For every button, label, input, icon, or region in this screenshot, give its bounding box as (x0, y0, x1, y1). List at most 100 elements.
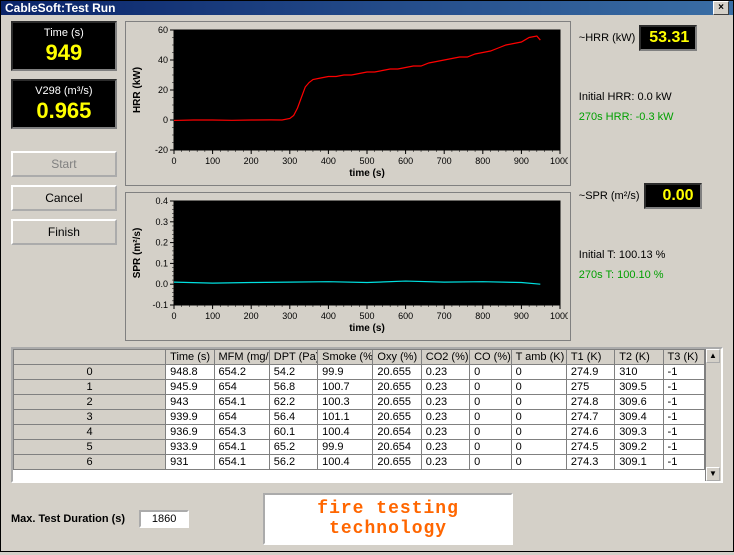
table-row[interactable]: 0948.8654.254.299.920.6550.2300274.9310-… (14, 365, 705, 380)
svg-text:-0.1: -0.1 (152, 300, 168, 310)
table-cell: 0.23 (421, 380, 469, 395)
svg-text:700: 700 (436, 156, 451, 166)
table-cell: 0 (511, 425, 566, 440)
table-cell: 0 (470, 425, 511, 440)
table-cell: 274.3 (566, 455, 614, 470)
vertical-scrollbar[interactable]: ▲ ▼ (705, 349, 721, 481)
table-cell: 654.1 (214, 440, 269, 455)
table-cell: 20.655 (373, 380, 421, 395)
table-cell: 274.7 (566, 410, 614, 425)
table-col-header[interactable]: CO (%) (470, 350, 511, 365)
svg-text:0.4: 0.4 (155, 196, 168, 206)
table-row-header: 3 (14, 410, 166, 425)
table-col-header[interactable]: DPT (Pa) (269, 350, 317, 365)
table-cell: 20.655 (373, 410, 421, 425)
table-cell: 56.4 (269, 410, 317, 425)
svg-text:900: 900 (514, 311, 529, 321)
table-row[interactable]: 2943654.162.2100.320.6550.2300274.8309.6… (14, 395, 705, 410)
titlebar[interactable]: CableSoft:Test Run × (1, 1, 733, 15)
table-cell: 0 (470, 410, 511, 425)
table-row[interactable]: 3939.965456.4101.120.6550.2300274.7309.4… (14, 410, 705, 425)
table-col-header[interactable]: Oxy (%) (373, 350, 421, 365)
initial-hrr-text: Initial HRR: 0.0 kW (579, 91, 723, 103)
svg-text:400: 400 (321, 311, 336, 321)
table-cell: 100.4 (318, 455, 373, 470)
table-cell: 948.8 (166, 365, 214, 380)
svg-text:0: 0 (171, 156, 176, 166)
table-cell: -1 (663, 425, 704, 440)
table-cell: 99.9 (318, 365, 373, 380)
table-cell: 274.6 (566, 425, 614, 440)
table-cell: 0.23 (421, 440, 469, 455)
v298-display: V298 (m³/s) 0.965 (11, 79, 117, 129)
table-col-header[interactable]: T1 (K) (566, 350, 614, 365)
svg-text:600: 600 (398, 156, 413, 166)
table-cell: 654.3 (214, 425, 269, 440)
table-row[interactable]: 1945.965456.8100.720.6550.2300275309.5-1 (14, 380, 705, 395)
scroll-up-icon[interactable]: ▲ (706, 349, 720, 363)
svg-text:300: 300 (282, 311, 297, 321)
initial-t-text: Initial T: 100.13 % (579, 249, 723, 261)
svg-text:700: 700 (436, 311, 451, 321)
svg-text:40: 40 (158, 55, 168, 65)
time-display: Time (s) 949 (11, 21, 117, 71)
table-cell: 60.1 (269, 425, 317, 440)
table-cell: 0 (470, 440, 511, 455)
table-row[interactable]: 6931654.156.2100.420.6550.2300274.3309.1… (14, 455, 705, 470)
table-cell: 309.2 (615, 440, 663, 455)
svg-text:800: 800 (475, 311, 490, 321)
table-col-header[interactable]: CO2 (%) (421, 350, 469, 365)
table-cell: 0 (511, 410, 566, 425)
hrr-readout: ~HRR (kW) 53.31 (579, 25, 723, 51)
table-cell: 309.6 (615, 395, 663, 410)
table-col-header[interactable]: MFM (mg/s) (214, 350, 269, 365)
table-cell: 274.8 (566, 395, 614, 410)
table-cell: 654.2 (214, 365, 269, 380)
table-cell: 65.2 (269, 440, 317, 455)
charts-column: 01002003004005006007008009001000-2002040… (125, 21, 571, 341)
hrr-chart-svg: 01002003004005006007008009001000-2002040… (128, 24, 568, 180)
table-row[interactable]: 4936.9654.360.1100.420.6540.2300274.6309… (14, 425, 705, 440)
svg-text:0.2: 0.2 (155, 238, 168, 248)
table-cell: 20.655 (373, 395, 421, 410)
table-cell: -1 (663, 395, 704, 410)
duration-input[interactable] (139, 510, 189, 528)
svg-text:0.3: 0.3 (155, 217, 168, 227)
table-cell: 56.2 (269, 455, 317, 470)
svg-text:time (s): time (s) (349, 168, 385, 179)
270s-hrr-text: 270s HRR: -0.3 kW (579, 111, 723, 123)
table-cell: 20.655 (373, 365, 421, 380)
client-area: Time (s) 949 V298 (m³/s) 0.965 Start Can… (1, 15, 733, 555)
table-cell: 933.9 (166, 440, 214, 455)
table-cell: 56.8 (269, 380, 317, 395)
hrr-readout-label: ~HRR (kW) (579, 32, 636, 44)
table-cell: 309.5 (615, 380, 663, 395)
table-cell: 99.9 (318, 440, 373, 455)
table-cell: 0 (470, 455, 511, 470)
finish-button[interactable]: Finish (11, 219, 117, 245)
svg-text:300: 300 (282, 156, 297, 166)
cancel-button[interactable]: Cancel (11, 185, 117, 211)
table-cell: 274.9 (566, 365, 614, 380)
270s-t-text: 270s T: 100.10 % (579, 269, 723, 281)
close-icon[interactable]: × (713, 1, 729, 15)
table-cell: 274.5 (566, 440, 614, 455)
table-col-header[interactable]: Time (s) (166, 350, 214, 365)
scroll-down-icon[interactable]: ▼ (706, 467, 720, 481)
table-col-header[interactable]: T3 (K) (663, 350, 704, 365)
table-col-header[interactable]: T amb (K) (511, 350, 566, 365)
left-column: Time (s) 949 V298 (m³/s) 0.965 Start Can… (11, 21, 117, 341)
svg-text:100: 100 (205, 156, 220, 166)
table-col-header[interactable]: Smoke (%) (318, 350, 373, 365)
table-col-header[interactable]: T2 (K) (615, 350, 663, 365)
table-cell: 936.9 (166, 425, 214, 440)
table-cell: 20.654 (373, 425, 421, 440)
time-value: 949 (19, 41, 109, 65)
svg-text:600: 600 (398, 311, 413, 321)
table-cell: 0.23 (421, 455, 469, 470)
table-cell: 62.2 (269, 395, 317, 410)
hrr-readout-value: 53.31 (639, 25, 697, 51)
table-row[interactable]: 5933.9654.165.299.920.6540.2300274.5309.… (14, 440, 705, 455)
table-cell: 945.9 (166, 380, 214, 395)
svg-text:SPR (m²/s): SPR (m²/s) (132, 228, 143, 279)
